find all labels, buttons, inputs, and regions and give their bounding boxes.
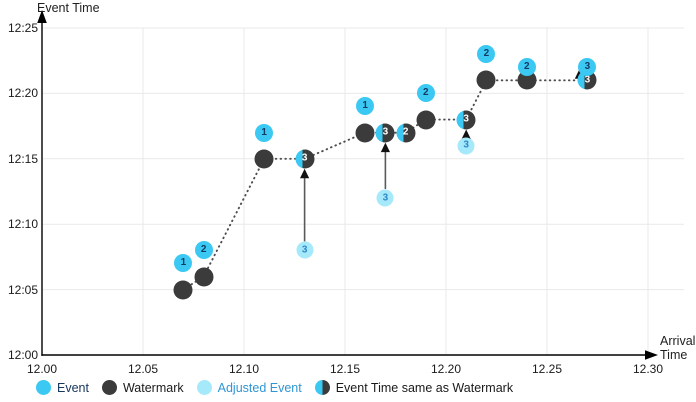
combined-event-watermark-marker: 3 [456,110,476,130]
legend-item-event-time-same-as-watermark: Event Time same as Watermark [314,380,514,395]
y-tick-label: 12:05 [7,282,38,297]
y-axis-title: Event Time [37,1,100,15]
legend-label: Event Time same as Watermark [335,380,514,395]
x-tick-label: 12.30 [632,362,664,376]
y-tick-label: 12:15 [7,151,38,166]
combined-event-watermark-marker: 3 [375,123,395,143]
adjusted-event-swatch-icon [196,380,212,395]
adjusted-event-marker: 3 [296,241,314,259]
x-axis-title: Arrival Time [660,334,696,363]
x-tick-label: 12.05 [127,362,159,376]
combined-event-watermark-marker: 2 [396,123,416,143]
event-marker: 3 [578,58,597,77]
legend-item-event: Event [36,380,89,395]
combined-event-watermark-marker: 3 [577,70,597,90]
adjusted-event-marker: 3 [376,189,394,207]
watermark-marker [254,149,274,169]
watermark-swatch-icon [101,380,117,395]
x-tick-label: 12.15 [329,362,361,376]
event-marker: 2 [517,58,536,77]
legend-item-adjusted-event: Adjusted Event [196,380,302,395]
x-tick-label: 12.20 [430,362,462,376]
legend-label: Adjusted Event [217,380,302,395]
y-tick-label: 12:20 [7,86,38,101]
legend-label: Event [57,380,89,395]
watermark-marker [476,70,496,90]
legend-item-watermark: Watermark [101,380,184,395]
watermark-marker [416,110,436,130]
watermark-marker [173,280,193,300]
watermark-marker [355,123,375,143]
chart-legend: Event Watermark Adjusted Event Event Time s… [36,380,513,395]
y-tick-label: 12:10 [7,217,38,232]
y-tick-label: 12:25 [7,21,38,35]
event-marker: 1 [255,123,274,142]
event-marker: 2 [194,241,213,260]
event-marker: 1 [356,97,375,116]
watermark-marker [194,267,214,287]
watermark-marker [517,70,537,90]
combined-event-watermark-marker: 3 [295,149,315,169]
event-swatch-icon [36,380,51,395]
event-marker: 2 [416,84,435,103]
adjusted-event-marker: 3 [457,137,475,155]
legend-label: Watermark [122,380,184,395]
x-tick-label: 12.00 [26,362,58,376]
x-tick-label: 12.25 [531,362,563,376]
event-time-same-as-watermark-swatch-icon [314,380,330,395]
event-marker: 2 [477,45,496,64]
x-tick-label: 12.10 [228,362,260,376]
event-marker: 1 [174,254,193,273]
y-tick-label: 12:00 [7,348,38,362]
